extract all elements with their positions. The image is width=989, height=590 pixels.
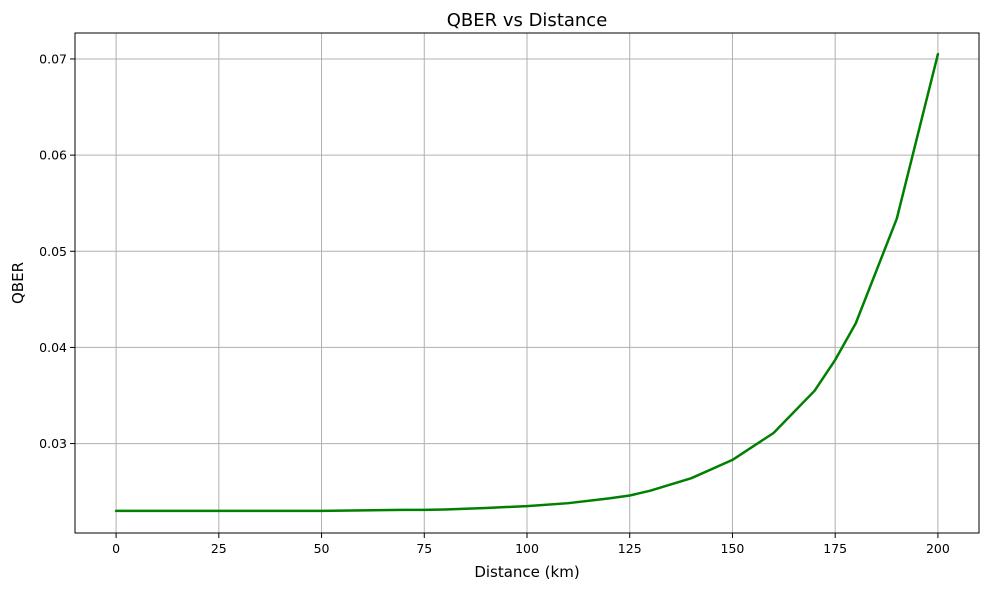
x-tick-label: 150 xyxy=(721,541,745,556)
y-tick-label: 0.07 xyxy=(39,51,67,66)
y-tick-label: 0.03 xyxy=(39,436,67,451)
x-tick-label: 75 xyxy=(416,541,432,556)
plot-data xyxy=(114,52,940,513)
x-tick-label: 50 xyxy=(314,541,330,556)
y-tick-label: 0.04 xyxy=(39,340,67,355)
axis-ticks: 0 25 50 75 100 125 150 175 200 0.03 0.04 0.05 0.06 0.… xyxy=(39,51,950,556)
x-tick-label: 0 xyxy=(112,541,120,556)
x-tick-label: 200 xyxy=(926,541,950,556)
x-axis-title: Distance (km) xyxy=(474,563,579,581)
x-tick-label: 100 xyxy=(515,541,539,556)
chart-title: QBER vs Distance xyxy=(447,10,608,31)
x-tick-label: 25 xyxy=(211,541,227,556)
y-tick-label: 0.05 xyxy=(39,244,67,259)
y-tick-label: 0.06 xyxy=(39,148,67,163)
qber-series-line xyxy=(114,52,940,513)
grid-lines xyxy=(75,33,979,533)
x-tick-label: 125 xyxy=(618,541,642,556)
y-axis-title: QBER xyxy=(9,262,27,304)
x-tick-label: 175 xyxy=(823,541,847,556)
